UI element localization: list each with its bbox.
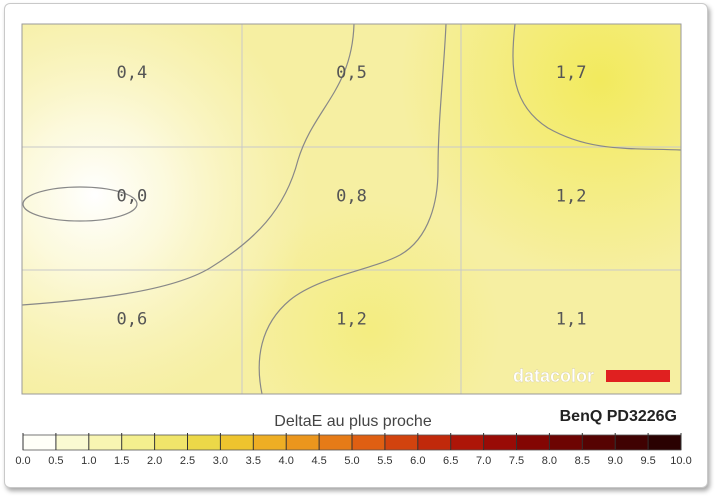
colorbar-labels: 0.0 0.5 1.0 1.5 2.0 2.5 3.0 3.5 4.0 4.5 5.0 5.5 6.0 6…: [15, 455, 691, 467]
colorbar-segment: [417, 435, 452, 450]
colorbar-ticks: [22, 433, 682, 450]
cell-value-r2-c0: 0,6: [116, 310, 147, 330]
cell-value-r0-c2: 1,7: [556, 63, 587, 83]
heatmap-background: [22, 24, 681, 394]
colorbar-segment: [88, 435, 123, 450]
plot-border: [21, 23, 682, 395]
contour-mid: [258, 24, 447, 394]
contour-lines: [22, 24, 681, 394]
colorbar-segment: [154, 435, 188, 450]
colorbar-tick-label: 5.0: [344, 455, 359, 467]
colorbar-tick-label: 9.0: [608, 455, 623, 467]
colorbar-tick-label: 6.0: [410, 455, 425, 467]
colorbar-title: DeltaE au plus proche: [274, 413, 432, 430]
colorbar-tick-label: 7.0: [476, 455, 491, 467]
cell-value-r0-c0: 0,4: [116, 63, 147, 83]
grid-lines: [22, 24, 681, 394]
colorbar-segment: [582, 435, 616, 450]
colorbar-segment: [23, 435, 57, 450]
colorbar-segment: [220, 435, 254, 450]
cell-values: 0,4 0,5 1,7 0,0 0,8 1,2 0,6 1,2 1,1: [116, 63, 586, 330]
colorbar-tick-label: 8.5: [575, 455, 590, 467]
contour-high: [512, 24, 681, 151]
colorbar-tick-label: 9.5: [640, 455, 655, 467]
colorbar-segment: [483, 435, 517, 450]
colorbar-segment: [549, 435, 583, 450]
cell-value-r2-c1: 1,2: [336, 310, 367, 330]
brand-bar: [606, 370, 670, 382]
colorbar-tick-label: 0.5: [48, 455, 63, 467]
datacolor-logo: datacolor: [513, 366, 670, 386]
colorbar-segment: [615, 435, 649, 450]
cell-value-r0-c1: 0,5: [336, 63, 367, 83]
colorbar-tick-label: 1.0: [81, 455, 96, 467]
brand-text: datacolor: [513, 366, 594, 386]
colorbar-tick-label: 1.5: [114, 455, 129, 467]
monitor-name: BenQ PD3226G: [560, 408, 677, 425]
colorbar-tick-label: 2.0: [147, 455, 162, 467]
colorbar-tick-label: 2.5: [180, 455, 195, 467]
colorbar-tick-label: 6.5: [443, 455, 458, 467]
contour-zero: [22, 186, 138, 222]
colorbar-segment: [648, 435, 682, 450]
colorbar-segment: [516, 435, 550, 450]
colorbar-tick-label: 7.5: [509, 455, 524, 467]
colorbar-tick-label: 4.5: [311, 455, 326, 467]
colorbar-segment: [253, 435, 287, 450]
colorbar-segment: [319, 435, 353, 450]
colorbar-segment: [352, 435, 386, 450]
colorbar-tick-label: 5.5: [377, 455, 392, 467]
colorbar-segment: [450, 435, 485, 450]
cell-value-r2-c2: 1,1: [556, 310, 587, 330]
cell-value-r1-c0: 0,0: [116, 186, 147, 206]
cell-value-r1-c2: 1,2: [556, 186, 587, 206]
colorbar-segment: [384, 435, 419, 450]
colorbar-segment: [187, 435, 221, 450]
colorbar-tick-label: 3.5: [246, 455, 261, 467]
colorbar: [22, 434, 682, 451]
colorbar-tick-label: 8.0: [542, 455, 557, 467]
colorbar-segment: [121, 435, 156, 450]
contour-low: [22, 24, 355, 306]
colorbar-tick-label: 4.0: [279, 455, 294, 467]
colorbar-tick-label: 0.0: [15, 455, 30, 467]
colorbar-tick-label: 3.0: [213, 455, 228, 467]
cell-value-r1-c1: 0,8: [336, 186, 367, 206]
colorbar-segment: [55, 435, 90, 450]
colorbar-segment: [286, 435, 320, 450]
colorbar-tick-label: 10.0: [670, 455, 691, 467]
